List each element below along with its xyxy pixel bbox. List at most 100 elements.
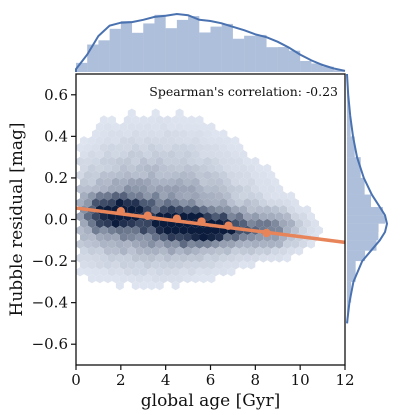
hexbin-cell bbox=[143, 232, 152, 242]
hexbin-cell bbox=[251, 253, 260, 263]
marginal-x-bar bbox=[176, 19, 189, 72]
marginal-x-bar bbox=[76, 62, 88, 72]
hexbin-cell bbox=[131, 184, 140, 194]
hexbin-cell bbox=[103, 163, 112, 173]
hexbin-cell bbox=[183, 149, 192, 160]
hexbin-cell bbox=[99, 225, 108, 235]
hexbin-cell bbox=[271, 191, 280, 201]
hexbin-cell bbox=[239, 246, 248, 256]
hexbin-cell bbox=[80, 260, 88, 270]
hexbin-cell bbox=[251, 184, 260, 194]
hexbin-cell bbox=[131, 170, 140, 180]
hexbin-cell bbox=[179, 239, 188, 249]
hexbin-cell bbox=[187, 184, 196, 194]
hexbin-cell bbox=[187, 212, 196, 222]
hexbin-cell bbox=[215, 136, 224, 146]
hexbin-cell bbox=[123, 156, 132, 166]
hexbin-cell bbox=[92, 225, 100, 235]
hexbin-cell bbox=[99, 156, 108, 166]
hexbin-cell bbox=[247, 260, 256, 270]
marginal-y-bar bbox=[347, 281, 352, 303]
x-tick-label: 10 bbox=[291, 371, 310, 389]
hexbin-cell bbox=[88, 274, 96, 284]
hexbin-cell bbox=[179, 267, 188, 277]
hexbin-cell bbox=[171, 225, 180, 235]
hexbin-cell bbox=[99, 253, 108, 263]
hexbin-cell bbox=[107, 225, 116, 235]
marginal-y-distribution bbox=[346, 73, 389, 324]
hexbin-cell bbox=[139, 143, 148, 153]
hexbin-cell bbox=[151, 177, 160, 187]
hexbin-cell bbox=[183, 177, 192, 187]
hexbin-cell bbox=[243, 184, 252, 194]
hexbin-cell bbox=[115, 184, 124, 194]
hexbin-cell bbox=[151, 260, 160, 270]
hexbin-cell bbox=[203, 225, 212, 235]
marginal-x-bar bbox=[87, 44, 99, 72]
hexbin-cell bbox=[135, 205, 144, 215]
hexbin-cell bbox=[183, 246, 192, 256]
hexbin-cell bbox=[175, 232, 184, 242]
hexbin-cell bbox=[92, 198, 100, 208]
hexbin-cell bbox=[131, 156, 140, 166]
hexbin-cell bbox=[239, 260, 248, 270]
hexbin-cell bbox=[135, 260, 144, 270]
hexbin-cell bbox=[207, 246, 216, 256]
marginal-y-bar bbox=[347, 215, 386, 224]
hexbin-cell bbox=[227, 212, 236, 222]
hexbin-cell bbox=[151, 136, 160, 146]
hexbin-cell bbox=[223, 136, 232, 146]
hexbin-cell bbox=[195, 225, 204, 235]
hexbin-cell bbox=[251, 170, 260, 180]
hexbin-cell bbox=[231, 191, 240, 201]
x-tick-label: 0 bbox=[71, 371, 81, 389]
hexbin-cell bbox=[80, 149, 88, 160]
hexbin-cell bbox=[103, 218, 112, 229]
hexbin-cell bbox=[255, 246, 264, 256]
hexbin-cell bbox=[307, 225, 315, 235]
hexbin-cell bbox=[111, 163, 120, 173]
hexbin-cell bbox=[107, 239, 116, 249]
marginal-x-bar bbox=[188, 16, 200, 73]
hexbin-cell bbox=[287, 246, 296, 256]
hexbin-cell bbox=[92, 129, 100, 139]
hexbin-cell bbox=[255, 232, 264, 242]
hexbin-cell bbox=[187, 156, 196, 166]
hexbin-cell bbox=[171, 143, 180, 153]
hexbin-cell bbox=[195, 129, 204, 139]
hexbin-cell bbox=[247, 232, 256, 242]
hexbin-cell bbox=[155, 184, 164, 194]
hexbin-density-layer bbox=[76, 108, 323, 291]
hexbin-cell bbox=[191, 232, 200, 242]
hexbin-cell bbox=[119, 177, 128, 187]
hexbin-cell bbox=[231, 177, 240, 187]
hexbin-cell bbox=[103, 246, 112, 256]
hexbin-cell bbox=[131, 198, 140, 208]
hexbin-cell bbox=[299, 225, 308, 235]
hexbin-cell bbox=[195, 115, 204, 125]
hexbin-cell bbox=[167, 177, 176, 187]
x-tick-label: 4 bbox=[161, 371, 171, 389]
hexbin-cell bbox=[155, 281, 164, 291]
hexbin-cell bbox=[211, 170, 220, 180]
hexbin-cell bbox=[163, 239, 172, 249]
hexbin-cell bbox=[95, 260, 104, 270]
hexbin-cell bbox=[191, 177, 200, 187]
hexbin-cell bbox=[167, 191, 176, 201]
marginal-x-bar bbox=[333, 70, 345, 72]
hexbin-cell bbox=[195, 239, 204, 249]
hexbin-cell bbox=[143, 191, 152, 201]
hexbin-cell bbox=[239, 163, 248, 173]
hexbin-cell bbox=[92, 253, 100, 263]
marginal-y-kde-line bbox=[346, 73, 389, 324]
hexbin-cell bbox=[143, 260, 152, 270]
hexbin-cell bbox=[203, 156, 212, 166]
hexbin-cell bbox=[84, 143, 92, 153]
hexbin-cell bbox=[247, 177, 256, 187]
marginal-x-bar bbox=[232, 38, 245, 72]
hexbin-cell bbox=[187, 253, 196, 263]
marginal-y-bar bbox=[347, 177, 365, 195]
hexbin-cell bbox=[299, 212, 308, 222]
hexbin-cell bbox=[179, 253, 188, 263]
hexbin-cell bbox=[163, 198, 172, 208]
